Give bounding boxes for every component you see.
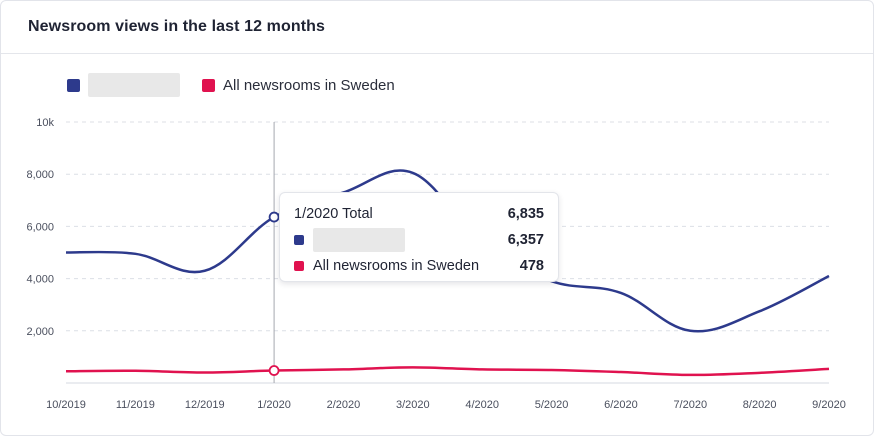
- tooltip-row-all-newsrooms: All newsrooms in Sweden 478: [294, 253, 544, 279]
- tooltip-label-redacted: [313, 228, 405, 252]
- tooltip-swatch-own-newsroom: [294, 235, 304, 245]
- x-tick-label: 4/2020: [465, 399, 499, 411]
- highlight-point-own-newsroom: [268, 211, 280, 223]
- x-tick-label: 11/2019: [116, 399, 155, 411]
- x-tick-label: 10/2019: [46, 399, 86, 411]
- card-header: Newsroom views in the last 12 months: [1, 1, 873, 54]
- x-tick-label: 2/2020: [327, 399, 361, 411]
- x-tick-label: 9/2020: [812, 399, 846, 411]
- tooltip-swatch-all-newsrooms: [294, 261, 304, 271]
- tooltip-total-row: 1/2020 Total 6,835: [294, 201, 544, 227]
- chart-legend: All newsrooms in Sweden: [67, 73, 417, 97]
- y-tick-label: 6,000: [26, 221, 54, 233]
- legend-swatch-all-newsrooms: [202, 78, 215, 92]
- tooltip-value-all-newsrooms: 478: [519, 258, 544, 274]
- x-tick-label: 1/2020: [257, 399, 291, 411]
- tooltip-total-value: 6,835: [507, 206, 544, 222]
- x-tick-label: 7/2020: [673, 399, 707, 411]
- tooltip-title: 1/2020 Total: [294, 206, 373, 222]
- y-tick-label: 4,000: [26, 274, 54, 286]
- chart-tooltip: 1/2020 Total 6,835 6,357 All newsrooms i…: [279, 192, 559, 282]
- legend-item-all-newsrooms[interactable]: All newsrooms in Sweden: [202, 77, 395, 94]
- card-title: Newsroom views in the last 12 months: [28, 18, 326, 35]
- y-tick-label: 2,000: [26, 326, 54, 338]
- y-tick-label: 8,000: [26, 169, 54, 181]
- highlight-point-all-newsrooms: [268, 365, 280, 376]
- x-tick-label: 8/2020: [743, 399, 777, 411]
- x-tick-label: 5/2020: [535, 399, 569, 411]
- series-line-all-newsrooms: [65, 366, 830, 377]
- tooltip-row-own-newsroom: 6,357: [294, 227, 544, 253]
- legend-item-own-newsroom[interactable]: [67, 73, 180, 97]
- x-tick-label: 6/2020: [604, 399, 638, 411]
- legend-swatch-own-newsroom: [67, 78, 80, 92]
- x-tick-label: 12/2019: [185, 399, 225, 411]
- x-tick-label: 3/2020: [396, 399, 430, 411]
- y-tick-label: 10k: [36, 117, 54, 129]
- legend-label-all-newsrooms: All newsrooms in Sweden: [223, 76, 395, 94]
- tooltip-label-all-newsrooms: All newsrooms in Sweden: [313, 258, 480, 274]
- tooltip-value-own-newsroom: 6,357: [507, 232, 544, 248]
- legend-label-redacted: [88, 73, 180, 97]
